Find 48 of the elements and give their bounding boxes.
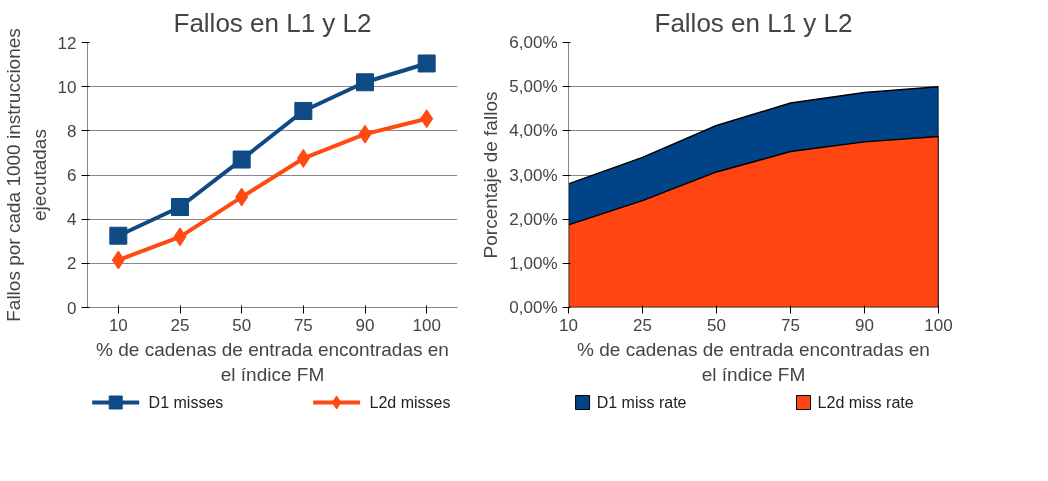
y-tick-label: 2 xyxy=(67,254,77,274)
point xyxy=(171,198,189,217)
y-axis-title: Porcentaje de fallos xyxy=(480,91,502,259)
x-tick-label: 10 xyxy=(108,315,128,335)
y-tick-label: 8 xyxy=(67,121,77,141)
point xyxy=(296,148,310,168)
legend-label: D1 misses xyxy=(148,394,224,411)
x-tick-label: 90 xyxy=(355,315,375,335)
x-tick-label: 75 xyxy=(781,315,800,335)
point xyxy=(173,227,187,247)
x-tick-label: 75 xyxy=(293,315,313,335)
x-axis-title: % de cadenas de entrada encontradas en el índice FM xyxy=(96,338,449,385)
x-tick-label: 50 xyxy=(707,315,726,335)
y-tick-label: 6 xyxy=(67,166,77,185)
point xyxy=(294,101,313,120)
x-tick-label: 50 xyxy=(232,315,252,335)
x-tick-label: 25 xyxy=(170,315,190,335)
y-tick-label: 4,00% xyxy=(509,121,558,141)
legend-label: L2d miss rate xyxy=(817,394,914,411)
chart-title: Fallos en L1 y L2 xyxy=(173,7,372,38)
legend-label: L2d misses xyxy=(369,394,451,411)
y-tick-label: 3,00% xyxy=(509,165,558,185)
x-tick-label: 25 xyxy=(633,315,652,335)
y-tick-label: 0,00% xyxy=(509,298,558,317)
x-axis-title: % de cadenas de entrada encontradas en el índice FM xyxy=(577,338,930,385)
point xyxy=(109,226,128,245)
y-tick-label: 5,00% xyxy=(509,77,558,97)
point xyxy=(111,250,125,270)
y-tick-label: 1,00% xyxy=(509,253,558,273)
point xyxy=(417,54,436,73)
y-tick-label: 4 xyxy=(67,210,77,230)
legend-label: D1 miss rate xyxy=(596,394,687,411)
y-tick-label: 2,00% xyxy=(509,209,558,229)
y-tick-label: 12 xyxy=(57,33,77,53)
y-tick-label: 10 xyxy=(57,77,77,97)
point xyxy=(356,73,374,92)
point xyxy=(358,124,372,144)
x-tick-label: 90 xyxy=(855,315,874,335)
x-tick-label: 10 xyxy=(559,315,578,335)
x-tick-label: 100 xyxy=(924,315,953,335)
x-tick-label: 100 xyxy=(412,315,441,335)
y-axis-title: Fallos por cada 1000 instrucciones ejecutadas xyxy=(3,28,50,322)
y-tick-label: 0 xyxy=(67,298,77,318)
point xyxy=(420,109,434,129)
point xyxy=(235,187,249,207)
chart-title: Fallos en L1 y L2 xyxy=(654,7,853,38)
point xyxy=(232,150,251,169)
y-tick-label: 6,00% xyxy=(509,33,558,52)
